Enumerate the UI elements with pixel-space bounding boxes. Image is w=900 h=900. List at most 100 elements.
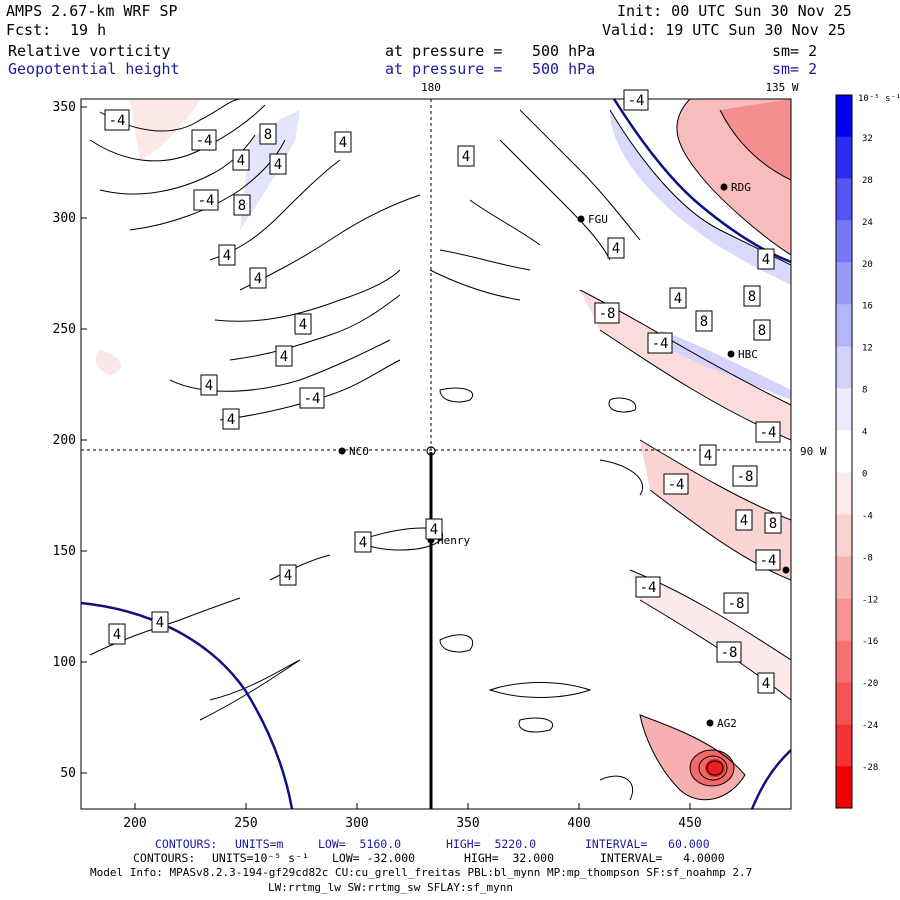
contour-label-box xyxy=(594,302,620,324)
contour-label-box xyxy=(732,465,758,487)
x-tick-300: 300 xyxy=(345,816,368,831)
pressure-value-2: 500 hPa xyxy=(532,60,596,78)
y-tick-300: 300 xyxy=(53,211,76,226)
station-Henry: Henry xyxy=(437,534,470,547)
shading-blue-band-2 xyxy=(660,330,791,400)
colorbar-unit: 10⁻⁵ s⁻¹ xyxy=(858,94,900,104)
contour-label-box xyxy=(108,623,126,645)
contour-label: 4 xyxy=(284,568,292,584)
contour-label: 4 xyxy=(430,522,438,538)
contour-label-box xyxy=(249,267,267,289)
forecast-label: Fcst: xyxy=(6,21,52,39)
colorbar-swatch xyxy=(836,682,852,725)
contour-label-box xyxy=(334,131,352,153)
footer-model-info: Model Info: MPASv8.2.3-194-gf29cd82c CU:… xyxy=(90,866,753,879)
contour-label: 4 xyxy=(254,271,262,287)
colorbar-label: 12 xyxy=(862,344,873,354)
contour-label-box xyxy=(151,611,169,633)
colorbar-label: -12 xyxy=(862,595,878,605)
footer-model-info-2: LW:rrtmg_lw SW:rrtmg_sw SFLAY:sf_mynn xyxy=(268,881,514,894)
shading-pink-band-1 xyxy=(580,290,791,440)
contour-label: -8 xyxy=(599,306,616,322)
contour-label-box xyxy=(294,313,312,335)
contour-label-box xyxy=(735,509,753,531)
colorbar-label: 4 xyxy=(862,428,867,438)
colorbar-label: -8 xyxy=(862,553,873,563)
contour-label-box xyxy=(663,473,689,495)
colorbar-label: 0 xyxy=(862,469,867,479)
colorbar-label: -24 xyxy=(862,721,878,731)
contour-label-box xyxy=(279,564,297,586)
map-field xyxy=(81,99,791,809)
colorbar-swatch xyxy=(836,724,852,767)
contour-label-box xyxy=(695,310,713,332)
colorbar-swatch xyxy=(836,346,852,389)
contour-label-box xyxy=(193,189,219,211)
contour-label-box xyxy=(299,387,325,409)
contour-label-box xyxy=(218,244,236,266)
contour-label-box xyxy=(457,145,475,167)
footer-hgt-units: UNITS=m xyxy=(235,837,284,851)
colorbar-swatch xyxy=(836,178,852,221)
footer-hgt-interval: INTERVAL= 60.000 xyxy=(585,837,710,851)
contour-label: 4 xyxy=(274,157,282,173)
colorbar-label: 8 xyxy=(862,386,867,396)
contour-label: -4 xyxy=(652,336,669,352)
colorbar-swatch xyxy=(836,472,852,515)
pressure-value-1: 500 hPa xyxy=(532,42,596,60)
footer-vort-label: CONTOURS: xyxy=(133,851,196,865)
colorbar-swatch xyxy=(836,388,852,431)
x-tick-400: 400 xyxy=(567,816,590,831)
colorbar-frame xyxy=(835,94,853,809)
contour-label: -4 xyxy=(760,553,777,569)
contour-label: -8 xyxy=(737,469,754,485)
colorbar-swatch xyxy=(836,640,852,683)
contour-label-box xyxy=(699,444,717,466)
y-tick-250: 250 xyxy=(53,322,76,337)
station-AG2: AG2 xyxy=(717,717,737,730)
contour-label: 4 xyxy=(612,241,620,257)
footer-hgt-low: LOW= 5160.0 xyxy=(318,837,402,851)
valid-time: Valid: 19 UTC Sun 30 Nov 25 xyxy=(602,21,846,39)
init-time: Init: 00 UTC Sun 30 Nov 25 xyxy=(617,2,852,20)
colorbar-swatch xyxy=(836,304,852,347)
colorbar-label: -16 xyxy=(862,637,878,647)
contour-label-box xyxy=(755,549,781,571)
field-name-vorticity: Relative vorticity xyxy=(8,42,171,60)
contour-label-box xyxy=(275,345,293,367)
contour-label-box xyxy=(259,123,277,145)
contour-label: -4 xyxy=(628,93,645,109)
colorbar-swatch xyxy=(836,95,852,137)
field-name-geopotential: Geopotential height xyxy=(8,60,180,78)
colorbar-swatch xyxy=(836,556,852,599)
contour-label-box xyxy=(607,237,625,259)
contour-label: -4 xyxy=(640,580,657,596)
colorbar-label: 20 xyxy=(862,260,873,270)
smoothing-2: sm= 2 xyxy=(772,60,818,78)
colorbar-label: 24 xyxy=(862,218,873,228)
contour-label: 4 xyxy=(237,153,245,169)
contour-label: 4 xyxy=(156,615,164,631)
colorbar-swatch xyxy=(836,430,852,473)
contour-label: 4 xyxy=(280,349,288,365)
contour-label-box xyxy=(757,672,775,694)
shading-vortex-core xyxy=(705,759,725,777)
contour-label: 8 xyxy=(238,198,246,214)
contour-label: -4 xyxy=(668,477,685,493)
x-tick-250: 250 xyxy=(234,816,257,831)
contour-label: 4 xyxy=(462,149,470,165)
footer-hgt-label: CONTOURS: xyxy=(155,837,218,851)
colorbar-label: -4 xyxy=(862,511,873,521)
colorbar-swatch xyxy=(836,766,852,808)
contour-label: 8 xyxy=(758,323,766,339)
contour-label-box xyxy=(269,153,287,175)
lon-label-180: 180 xyxy=(421,81,441,94)
contour-label-box xyxy=(647,332,673,354)
lon-label-135w: 135 W xyxy=(765,81,798,94)
x-tick-200: 200 xyxy=(123,816,146,831)
y-tick-100: 100 xyxy=(53,655,76,670)
contour-label: 4 xyxy=(762,252,770,268)
model-title: AMPS 2.67-km WRF SP xyxy=(6,2,178,20)
